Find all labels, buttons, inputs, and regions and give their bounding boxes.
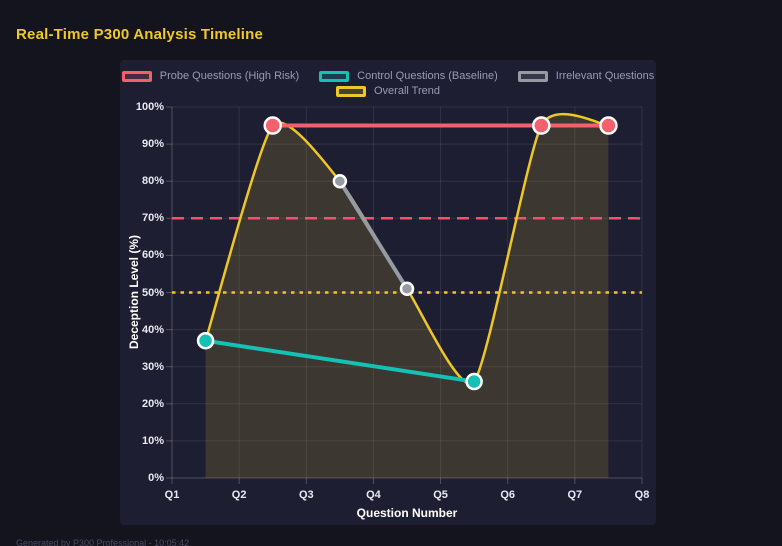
y-tick-label-80%: 80%	[141, 175, 164, 188]
x-tick-label-Q8: Q8	[634, 489, 650, 501]
legend-item-irrelevant[interactable]: Irrelevant Questions	[517, 70, 655, 82]
series-line-irrelevant	[337, 179, 409, 291]
legend-label-control: Control Questions (Baseline)	[357, 70, 498, 82]
data-point-probe-7.5[interactable]	[599, 116, 618, 135]
footer-timestamp: Generated by P300 Professional - 10:05:4…	[16, 538, 190, 546]
y-tick-label-0%: 0%	[148, 472, 164, 484]
data-point-control-1.5[interactable]	[196, 331, 215, 350]
legend-item-control[interactable]: Control Questions (Baseline)	[319, 70, 498, 82]
x-tick-label-Q6: Q6	[500, 489, 516, 501]
trend-area-fill	[205, 114, 609, 478]
legend-swatch-control	[319, 70, 350, 82]
chart-legend: Probe Questions (High Risk) Control Quest…	[120, 70, 656, 97]
legend-label-probe: Probe Questions (High Risk)	[159, 70, 300, 82]
data-point-probe-6.5[interactable]	[532, 116, 551, 135]
page-title: Real-Time P300 Analysis Timeline	[16, 26, 264, 43]
y-tick-label-60%: 60%	[141, 249, 164, 262]
legend-swatch-probe	[121, 70, 152, 82]
legend-swatch-trend	[335, 85, 366, 97]
legend-label-trend: Overall Trend	[373, 85, 441, 97]
x-tick-label-Q7: Q7	[567, 489, 583, 501]
y-tick-label-40%: 40%	[141, 323, 164, 336]
x-tick-label-Q1: Q1	[164, 489, 180, 501]
chart-panel: Probe Questions (High Risk) Control Quest…	[120, 60, 656, 525]
y-tick-label-90%: 90%	[141, 138, 164, 151]
x-tick-label-Q3: Q3	[298, 489, 314, 501]
y-tick-label-70%: 70%	[141, 212, 164, 225]
chart-canvas	[166, 106, 643, 484]
data-point-probe-2.5[interactable]	[263, 116, 282, 135]
legend-row-1: Probe Questions (High Risk) Control Quest…	[121, 70, 655, 82]
series-line-control	[203, 338, 477, 384]
x-tick-label-Q5: Q5	[433, 489, 448, 501]
legend-item-probe[interactable]: Probe Questions (High Risk)	[121, 70, 300, 82]
x-tick-label-Q2: Q2	[231, 489, 247, 501]
y-tick-label-100%: 100%	[135, 101, 164, 113]
x-tick-label-Q4: Q4	[366, 489, 381, 501]
legend-label-irrelevant: Irrelevant Questions	[555, 70, 655, 82]
x-axis-title: Question Number	[356, 506, 458, 520]
plot-area: Deception Level (%) Question Number 0% 10…	[120, 60, 656, 525]
data-point-control-5.5[interactable]	[465, 372, 483, 391]
legend-row-2: Overall Trend	[335, 85, 441, 97]
y-tick-label-20%: 20%	[141, 397, 164, 410]
y-tick-label-10%: 10%	[141, 434, 164, 447]
legend-item-trend[interactable]: Overall Trend	[335, 85, 441, 97]
y-tick-label-30%: 30%	[141, 360, 164, 373]
data-point-irrelevant-4.5[interactable]	[399, 281, 415, 297]
data-point-irrelevant-3.5[interactable]	[332, 173, 348, 189]
legend-swatch-irrelevant	[517, 70, 548, 82]
y-tick-label-50%: 50%	[141, 286, 164, 299]
